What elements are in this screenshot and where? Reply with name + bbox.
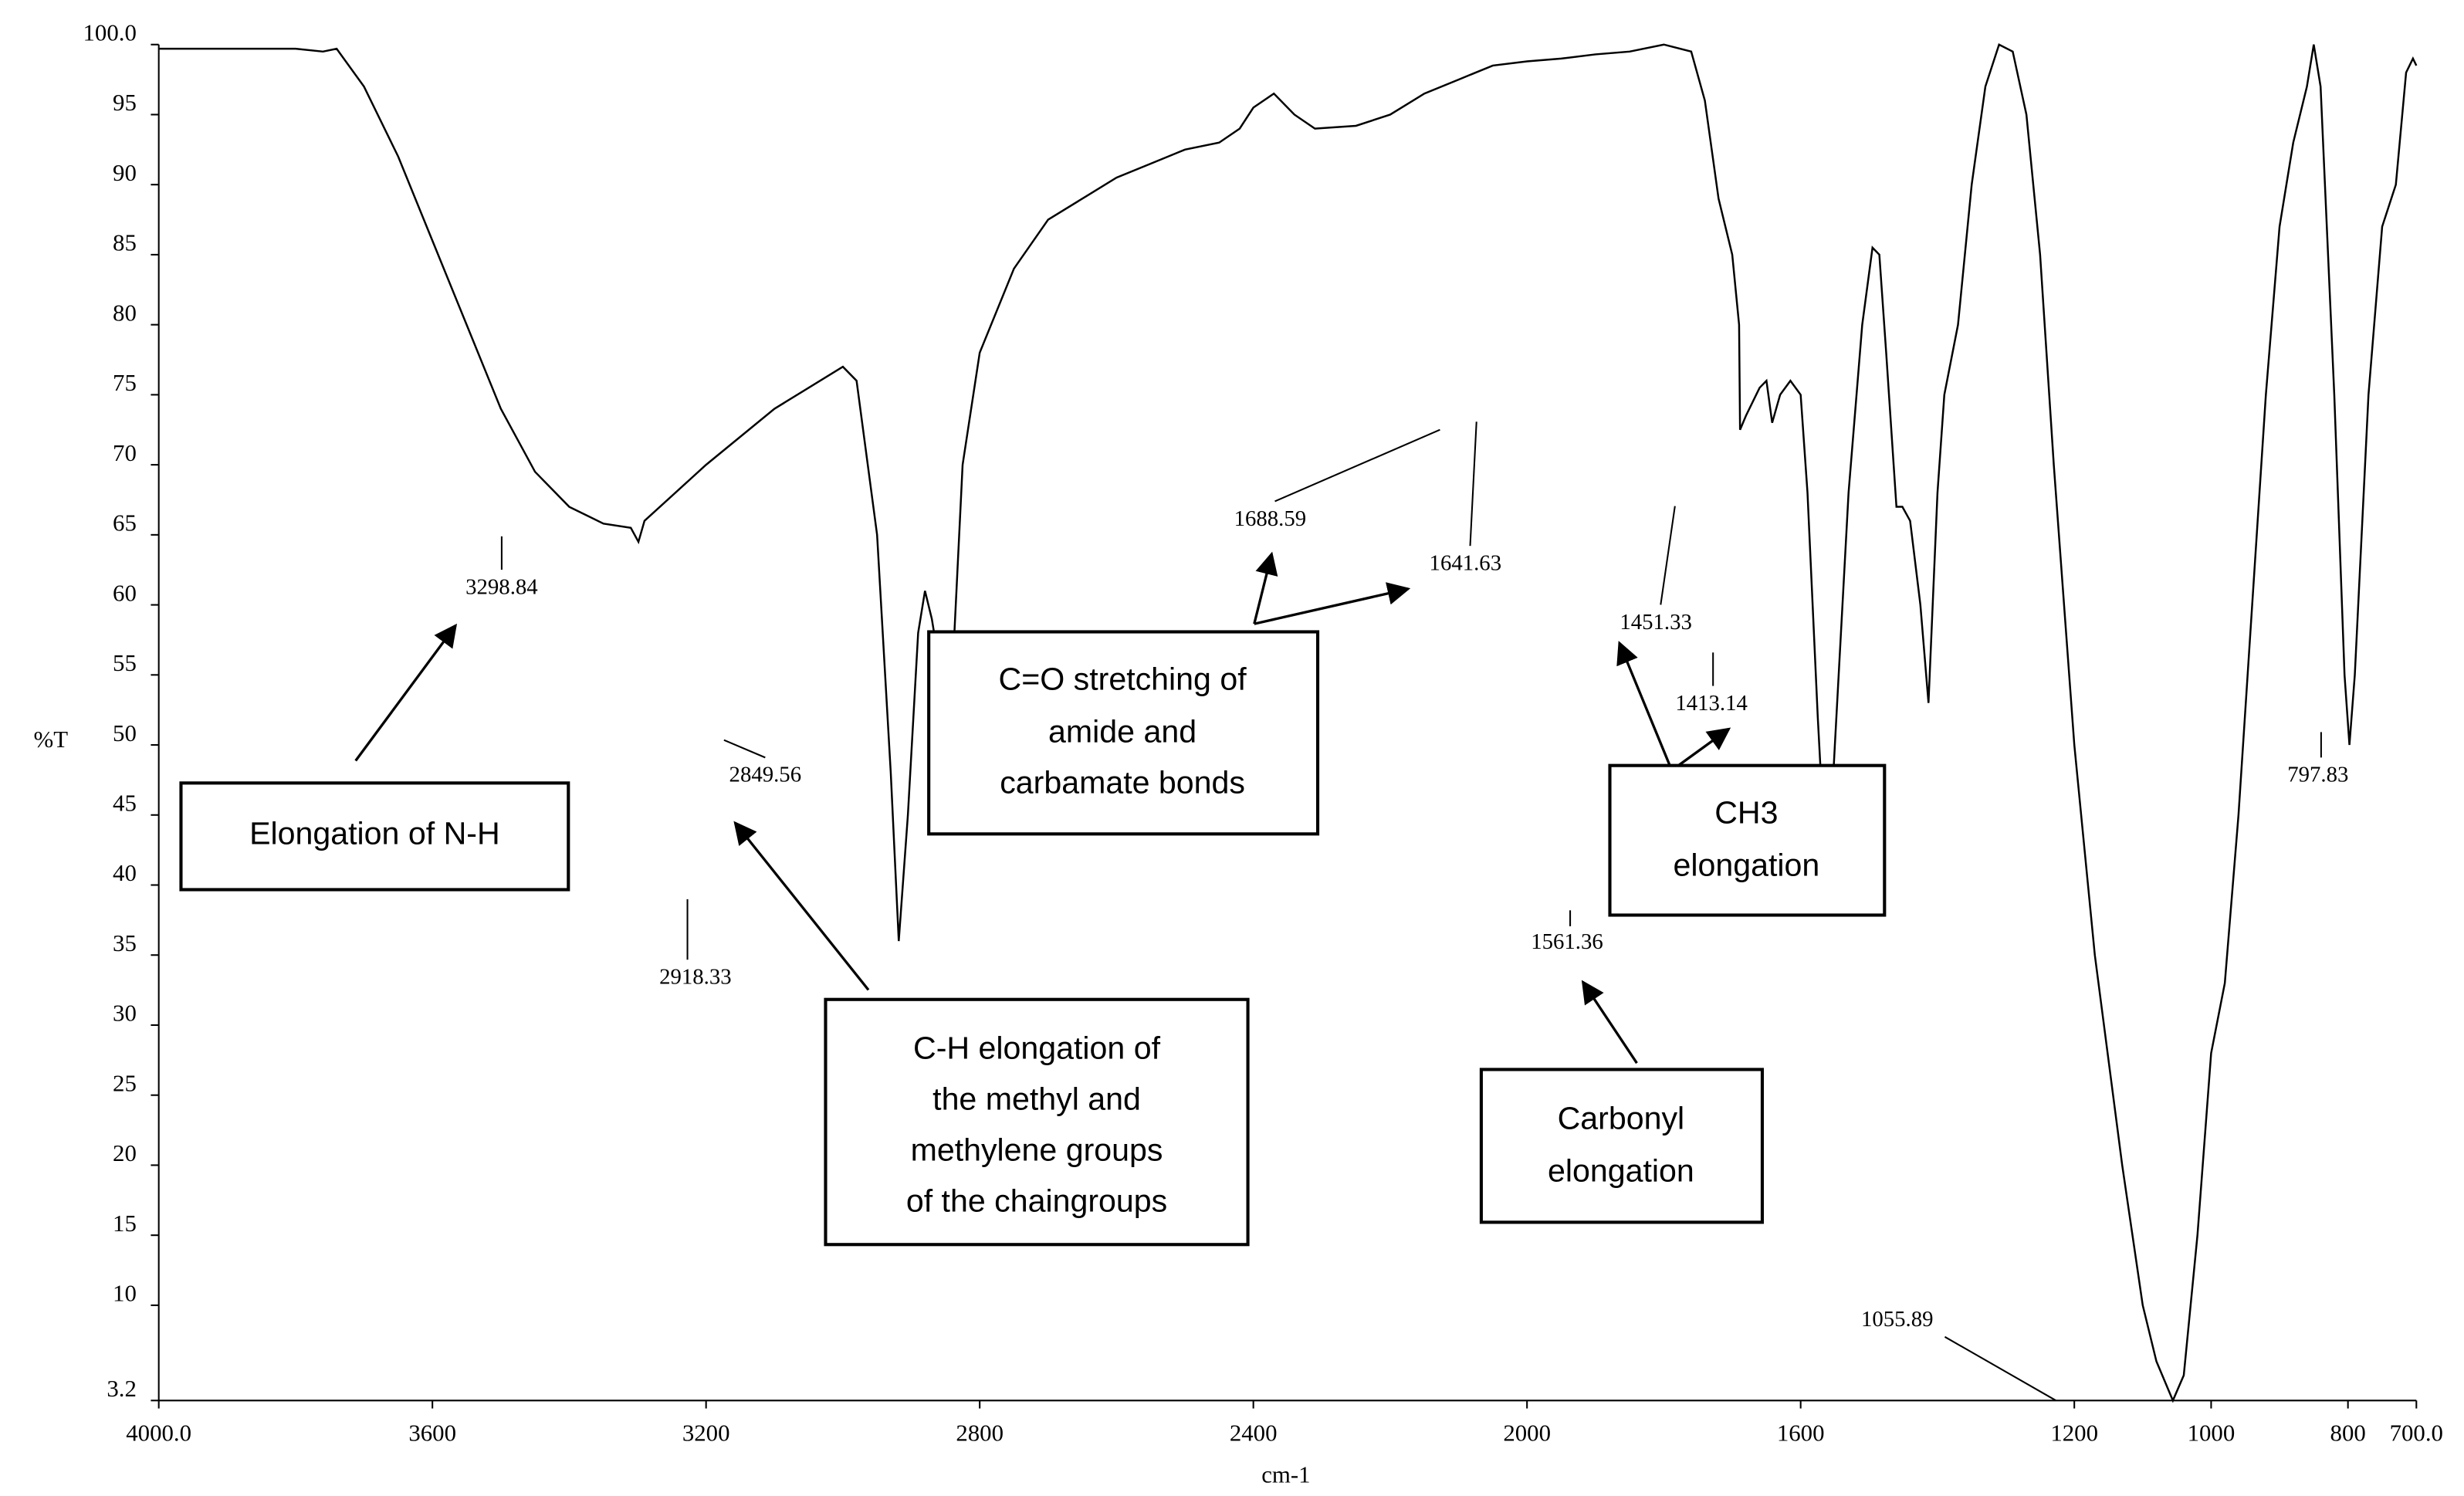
annotation-text: amide and xyxy=(1048,713,1196,749)
leader-line xyxy=(1274,428,1440,503)
x-tick-label: 2000 xyxy=(1503,1420,1551,1447)
arrow xyxy=(1581,980,1638,1064)
y-tick-label: 35 xyxy=(113,929,137,956)
y-tick-label: 50 xyxy=(113,719,137,746)
y-tick-label: 70 xyxy=(113,439,137,466)
y-tick-label: 3.2 xyxy=(107,1375,137,1402)
annotation-box xyxy=(824,997,1250,1247)
peak-label: 2849.56 xyxy=(729,763,802,787)
x-tick-label: 800 xyxy=(2330,1420,2366,1447)
arrow xyxy=(1253,551,1278,624)
leader-line xyxy=(1944,1335,2056,1402)
y-tick-label: 100.0 xyxy=(83,19,136,46)
x-tick-label: 3600 xyxy=(408,1420,456,1447)
y-tick-label: 25 xyxy=(113,1069,137,1096)
x-tick-label: 1600 xyxy=(1777,1420,1825,1447)
arrow xyxy=(1670,727,1731,772)
annotation-text: Elongation of N-H xyxy=(249,815,500,851)
annotation-text: Carbonyl xyxy=(1558,1100,1685,1136)
arrow xyxy=(733,821,870,991)
annotation-text: of the chaingroups xyxy=(906,1183,1167,1218)
arrows xyxy=(354,551,1731,1064)
x-tick-label: 3200 xyxy=(682,1420,730,1447)
leader-lines xyxy=(500,421,2322,1402)
arrow xyxy=(354,623,458,762)
y-tick-label: 15 xyxy=(113,1210,137,1237)
peak-label: 1688.59 xyxy=(1234,506,1307,531)
annotation-text: elongation xyxy=(1673,847,1819,882)
annotation-box xyxy=(179,781,570,892)
peak-label: 2918.33 xyxy=(659,965,732,990)
peak-label: 1055.89 xyxy=(1861,1307,1934,1332)
arrow xyxy=(1616,641,1674,771)
annotation-box xyxy=(1608,763,1887,917)
x-tick-label: 1000 xyxy=(2188,1420,2236,1447)
peak-label: 1451.33 xyxy=(1620,610,1692,635)
annotation-box xyxy=(1479,1068,1764,1224)
leader-line xyxy=(723,739,766,759)
leader-line xyxy=(1660,506,1676,605)
y-tick-label: 55 xyxy=(113,649,137,676)
annotation-text: CH3 xyxy=(1714,794,1778,830)
y-tick-label: 90 xyxy=(113,159,137,186)
annotation-text: C=O stretching of xyxy=(999,661,1247,696)
y-tick-label: 80 xyxy=(113,299,137,326)
peak-label: 1641.63 xyxy=(1430,550,1502,575)
annotation-text: elongation xyxy=(1548,1152,1694,1188)
y-tick-label: 30 xyxy=(113,1000,137,1027)
x-tick-label: 4000.0 xyxy=(126,1420,191,1447)
x-tick-label: 2400 xyxy=(1230,1420,1278,1447)
peak-label: 797.83 xyxy=(2287,763,2348,787)
spectrum-line xyxy=(158,42,2418,1403)
y-tick-label: 60 xyxy=(113,579,137,606)
peak-label: 1413.14 xyxy=(1675,691,1748,716)
arrow xyxy=(1254,582,1411,625)
peak-label: 3298.84 xyxy=(465,574,538,599)
annotation-text: carbamate bonds xyxy=(1000,764,1245,800)
y-tick-label: 85 xyxy=(113,229,137,256)
x-tick-label: 700.0 xyxy=(2390,1420,2443,1447)
leader-line xyxy=(1469,421,1477,547)
y-tick-label: 40 xyxy=(113,859,137,886)
y-tick-label: 45 xyxy=(113,789,137,816)
annotation-text: the methyl and xyxy=(932,1081,1141,1117)
y-axis-label: %T xyxy=(34,726,69,753)
y-tick-label: 95 xyxy=(113,89,137,116)
annotation-text: C-H elongation of xyxy=(913,1031,1161,1066)
annotation-box xyxy=(927,630,1320,836)
y-tick-label: 20 xyxy=(113,1139,137,1166)
y-tick-label: 65 xyxy=(113,509,137,536)
x-tick-label: 1200 xyxy=(2050,1420,2098,1447)
x-axis-label: cm-1 xyxy=(1261,1460,1310,1488)
annotation-text: methylene groups xyxy=(911,1132,1163,1168)
peak-label: 1561.36 xyxy=(1531,929,1603,954)
y-tick-label: 10 xyxy=(113,1280,137,1307)
y-tick-label: 75 xyxy=(113,369,137,396)
x-tick-label: 2800 xyxy=(956,1420,1004,1447)
